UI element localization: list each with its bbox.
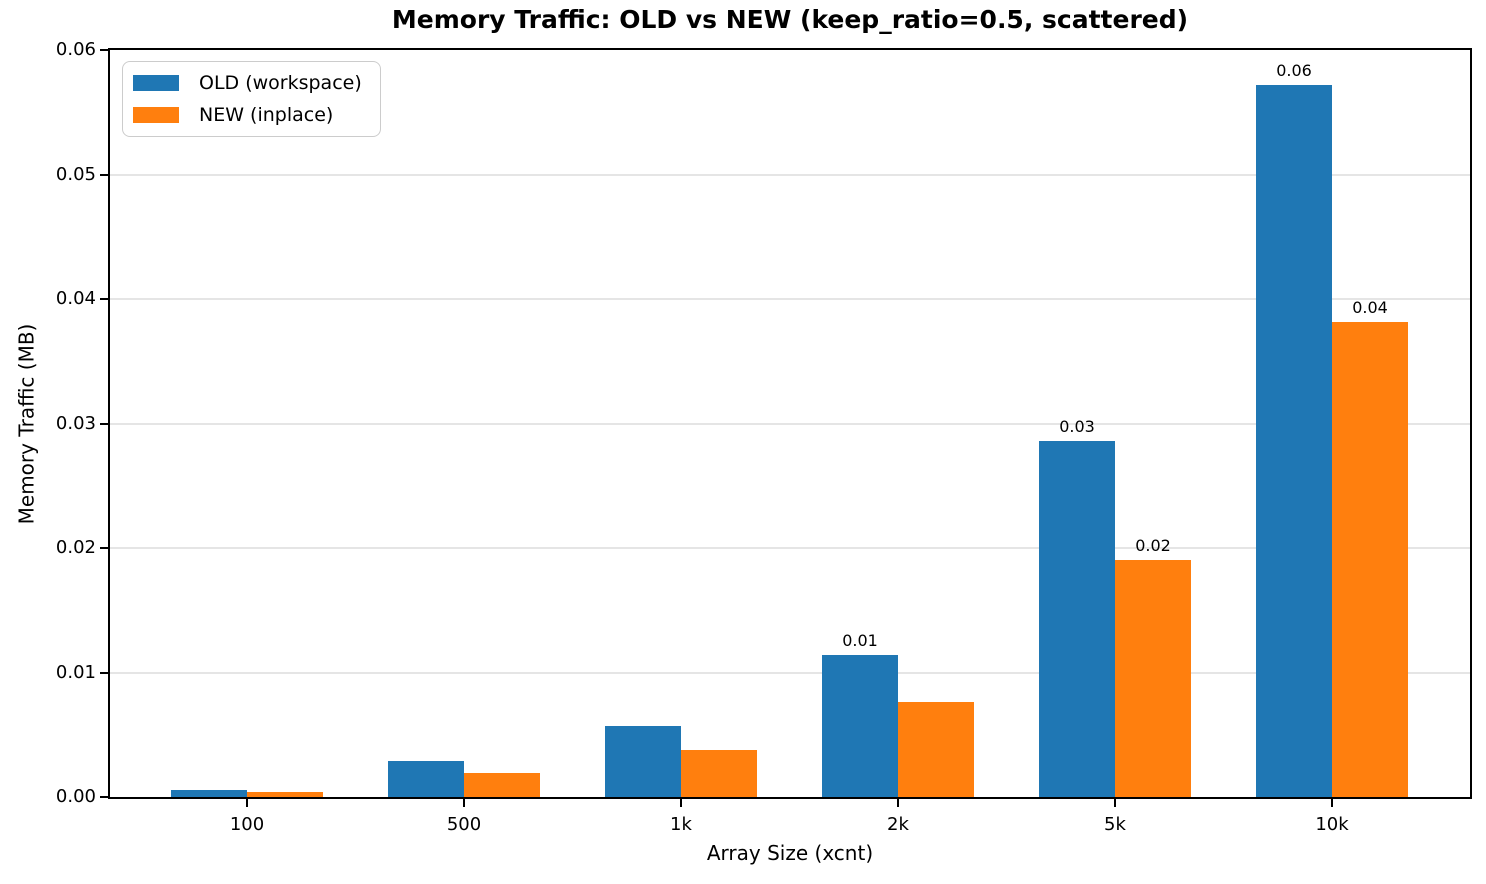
legend-label-new: NEW (inplace) bbox=[199, 104, 334, 126]
y-axis-label: Memory Traffic (MB) bbox=[8, 48, 44, 799]
bar-old-2k bbox=[822, 655, 898, 797]
legend-swatch-new bbox=[133, 107, 179, 123]
x-tick-label: 500 bbox=[446, 814, 482, 835]
x-tick-mark bbox=[1331, 799, 1333, 807]
y-tick-mark bbox=[100, 422, 108, 425]
plot-area: OLD (workspace) NEW (inplace) 0.00 0.01 0.… bbox=[56, 40, 1472, 835]
x-tick-mark bbox=[1114, 799, 1116, 807]
bar-old-5k bbox=[1039, 441, 1115, 797]
bar-old-1k bbox=[605, 726, 681, 797]
bar-label: 0.01 bbox=[842, 631, 878, 650]
bar-label: 0.04 bbox=[1352, 298, 1388, 317]
gridline bbox=[110, 671, 1470, 674]
legend: OLD (workspace) NEW (inplace) bbox=[122, 61, 381, 137]
gridline bbox=[110, 547, 1470, 549]
bar-label: 0.02 bbox=[1135, 536, 1171, 555]
y-tick-mark bbox=[100, 49, 108, 51]
y-tick-mark bbox=[100, 173, 108, 176]
bar-new-2k bbox=[898, 702, 974, 797]
y-tick-mark bbox=[100, 671, 108, 674]
y-tick-label: 0.01 bbox=[55, 661, 96, 683]
y-tick-label: 0.02 bbox=[55, 537, 96, 558]
x-tick-label: 1k bbox=[670, 814, 692, 835]
gridline bbox=[110, 298, 1470, 300]
gridline bbox=[110, 173, 1470, 176]
y-tick-label: 0.05 bbox=[55, 163, 96, 185]
y-tick-label: 0.06 bbox=[55, 39, 96, 60]
legend-item-old-workspace: OLD (workspace) bbox=[133, 72, 362, 94]
y-tick-mark bbox=[100, 547, 108, 549]
bar-old-500 bbox=[388, 761, 464, 797]
bar-new-10k bbox=[1332, 322, 1408, 797]
x-axis-label: Array Size (xcnt) bbox=[706, 841, 874, 865]
chart-title: Memory Traffic: OLD vs NEW (keep_ratio=0… bbox=[391, 5, 1189, 34]
legend-item-new-inplace: NEW (inplace) bbox=[133, 104, 362, 126]
bar-old-100 bbox=[171, 790, 247, 797]
bar-new-1k bbox=[681, 750, 757, 797]
y-axis-label-text: Memory Traffic (MB) bbox=[14, 323, 39, 524]
gridline bbox=[110, 422, 1470, 425]
x-tick-mark bbox=[463, 799, 465, 807]
x-tick-label: 2k bbox=[887, 814, 909, 835]
legend-swatch-old bbox=[133, 75, 179, 91]
bar-label: 0.03 bbox=[1059, 417, 1095, 436]
x-tick-label: 5k bbox=[1104, 814, 1126, 835]
y-tick-label: 0.00 bbox=[55, 786, 96, 807]
y-tick-label: 0.04 bbox=[55, 288, 96, 309]
y-tick-mark bbox=[100, 298, 108, 300]
y-tick-label: 0.03 bbox=[55, 412, 96, 434]
x-tick-label: 100 bbox=[229, 814, 265, 835]
bar-new-100 bbox=[247, 792, 323, 797]
x-tick-mark bbox=[246, 799, 248, 807]
x-tick-label: 10k bbox=[1315, 814, 1349, 835]
y-tick-mark bbox=[100, 796, 108, 798]
bar-label: 0.06 bbox=[1276, 61, 1312, 80]
bar-new-500 bbox=[464, 773, 540, 797]
x-tick-mark bbox=[680, 799, 682, 807]
x-tick-mark bbox=[897, 799, 899, 807]
bar-old-10k bbox=[1256, 85, 1332, 797]
bar-new-5k bbox=[1115, 560, 1191, 797]
legend-label-old: OLD (workspace) bbox=[199, 72, 362, 94]
